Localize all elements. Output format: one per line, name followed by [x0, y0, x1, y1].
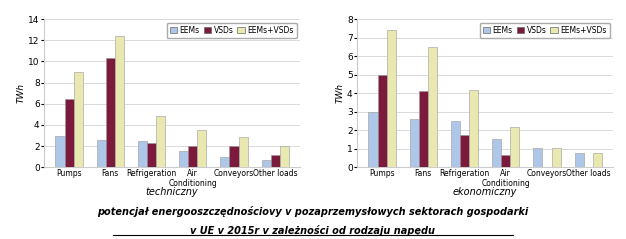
Bar — [369, 112, 377, 167]
Text: v UE v 2015r v zależności od rodzaju napędu: v UE v 2015r v zależności od rodzaju nap… — [190, 225, 436, 236]
Bar — [179, 152, 188, 167]
Bar — [64, 98, 74, 167]
Bar — [56, 136, 64, 167]
Bar — [147, 143, 156, 167]
Bar — [387, 30, 396, 167]
Bar — [106, 58, 115, 167]
Bar — [188, 146, 197, 167]
Bar — [409, 119, 419, 167]
Bar — [428, 47, 437, 167]
Text: potencjał energooszczędnościovy v pozaprzemysłowych sektorach gospodarki: potencjał energooszczędnościovy v pozapr… — [98, 206, 528, 217]
Legend: EEMs, VSDs, EEMs+VSDs: EEMs, VSDs, EEMs+VSDs — [167, 23, 297, 38]
Y-axis label: TWh: TWh — [335, 83, 344, 103]
Bar — [419, 91, 428, 167]
Text: ekonomiczny: ekonomiczny — [453, 187, 517, 197]
Bar — [492, 139, 501, 167]
Bar — [239, 137, 248, 167]
Bar — [270, 155, 280, 167]
Bar — [460, 135, 469, 167]
Legend: EEMs, VSDs, EEMs+VSDs: EEMs, VSDs, EEMs+VSDs — [480, 23, 610, 38]
Y-axis label: TWh: TWh — [16, 83, 26, 103]
Bar — [501, 155, 510, 167]
Bar — [197, 130, 207, 167]
Bar — [469, 89, 478, 167]
Bar — [510, 127, 520, 167]
Bar — [451, 121, 460, 167]
Bar — [377, 75, 387, 167]
Bar — [552, 148, 561, 167]
Bar — [533, 148, 543, 167]
Bar — [220, 157, 230, 167]
Bar — [280, 146, 289, 167]
Text: techniczny: techniczny — [146, 187, 198, 197]
Bar — [115, 36, 124, 167]
Bar — [230, 146, 239, 167]
Bar — [593, 153, 602, 167]
Bar — [575, 153, 583, 167]
Bar — [262, 160, 270, 167]
Bar — [74, 72, 83, 167]
Bar — [96, 140, 106, 167]
Bar — [138, 141, 147, 167]
Bar — [156, 116, 165, 167]
